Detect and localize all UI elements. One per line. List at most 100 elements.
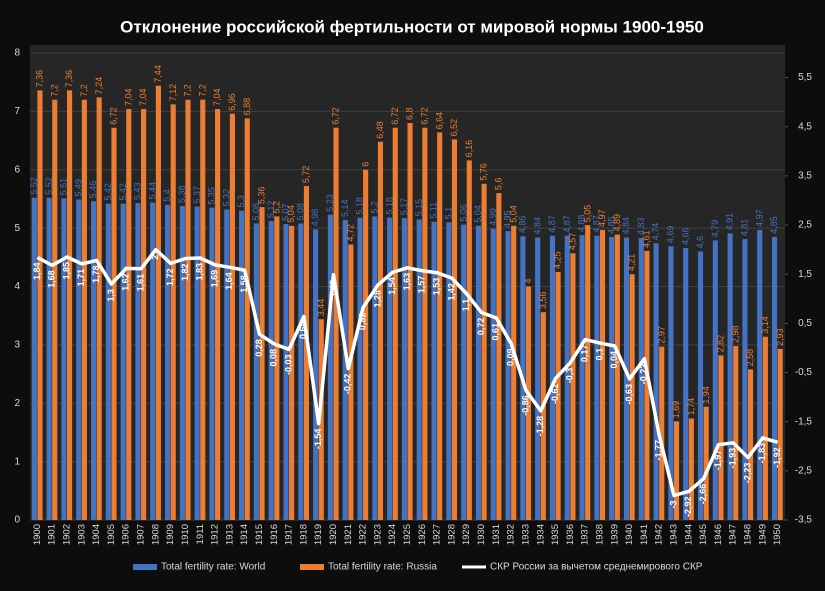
data-label: 5,32 bbox=[221, 189, 231, 207]
data-label: 0,08 bbox=[269, 349, 279, 367]
x-tick-label: 1900 bbox=[32, 524, 43, 545]
data-label: 4,21 bbox=[627, 254, 637, 272]
data-label: 6,72 bbox=[109, 107, 119, 125]
x-tick-label: 1932 bbox=[506, 524, 517, 545]
data-label: 5,04 bbox=[508, 205, 518, 223]
bar bbox=[727, 233, 733, 520]
x-tick-label: 1948 bbox=[743, 524, 754, 545]
y2-tick-label: 1,5 bbox=[798, 269, 812, 280]
bar bbox=[623, 237, 630, 520]
data-label: 4,99 bbox=[488, 208, 498, 226]
bar bbox=[179, 205, 185, 520]
data-label: 4,87 bbox=[547, 215, 557, 233]
bar bbox=[333, 127, 339, 520]
data-label: 4,84 bbox=[621, 217, 631, 235]
bar bbox=[697, 251, 704, 520]
bar bbox=[446, 222, 452, 520]
data-label: 1,83 bbox=[195, 263, 205, 281]
y2-tick-label: 0,5 bbox=[798, 318, 812, 329]
bar bbox=[342, 219, 348, 520]
data-label: 5,12 bbox=[266, 201, 276, 219]
bar bbox=[377, 141, 384, 521]
x-tick-label: 1911 bbox=[195, 524, 206, 544]
data-label: 4,91 bbox=[725, 213, 735, 231]
data-label: 7,04 bbox=[212, 89, 222, 107]
bar bbox=[37, 90, 43, 521]
data-label: -0,63 bbox=[624, 384, 634, 405]
data-label: 2,98 bbox=[730, 326, 740, 344]
data-label: 2,97 bbox=[656, 326, 666, 344]
data-label: 0,17 bbox=[580, 345, 590, 363]
data-label: 0,61 bbox=[491, 323, 501, 341]
data-label: 7,2 bbox=[197, 84, 207, 97]
bar bbox=[703, 406, 709, 520]
bar bbox=[673, 421, 680, 520]
bar bbox=[274, 216, 280, 520]
x-tick-label: 1919 bbox=[313, 524, 324, 545]
bar bbox=[268, 221, 274, 520]
data-label: -1,93 bbox=[728, 448, 738, 469]
bar bbox=[239, 210, 245, 521]
bar bbox=[392, 127, 398, 520]
data-label: 5,44 bbox=[147, 182, 157, 200]
x-tick-label: 1931 bbox=[491, 524, 502, 545]
data-label: 7,12 bbox=[168, 84, 178, 102]
bar bbox=[120, 203, 126, 521]
x-tick-label: 1923 bbox=[372, 524, 383, 545]
data-label: 5,46 bbox=[88, 181, 98, 199]
x-tick-label: 1941 bbox=[639, 524, 650, 545]
y2-tick-label: -3,5 bbox=[795, 515, 813, 526]
data-label: 5,3 bbox=[236, 195, 246, 208]
data-label: 4 bbox=[523, 278, 533, 283]
bar bbox=[90, 201, 97, 520]
bar bbox=[771, 236, 778, 520]
data-label: 4,97 bbox=[754, 209, 764, 227]
y-tick-label: 6 bbox=[14, 164, 20, 175]
bar bbox=[659, 346, 665, 520]
x-tick-label: 1908 bbox=[150, 524, 161, 545]
bar bbox=[105, 203, 111, 521]
data-label: 5,43 bbox=[133, 182, 143, 200]
data-label: 7,04 bbox=[138, 89, 148, 107]
x-tick-label: 1914 bbox=[239, 524, 250, 545]
data-label: 5,07 bbox=[281, 204, 291, 222]
bar bbox=[437, 132, 443, 520]
bar bbox=[579, 235, 585, 520]
bar bbox=[777, 348, 783, 520]
x-tick-label: 1902 bbox=[62, 524, 73, 545]
data-label: -0,42 bbox=[343, 374, 353, 395]
bar bbox=[52, 99, 58, 520]
data-label: 5,51 bbox=[59, 178, 69, 196]
data-label: 1,71 bbox=[76, 269, 86, 287]
data-label: 4,72 bbox=[345, 224, 355, 242]
x-tick-label: 1947 bbox=[728, 524, 739, 545]
data-label: 6,48 bbox=[375, 121, 385, 139]
x-tick-label: 1935 bbox=[550, 524, 561, 545]
data-label: 4,85 bbox=[769, 216, 779, 234]
data-label: 1,49 bbox=[328, 280, 338, 298]
data-label: -0,03 bbox=[283, 354, 293, 375]
data-label: 1,68 bbox=[47, 270, 57, 288]
data-label: 5,37 bbox=[192, 186, 202, 204]
y-tick-label: 3 bbox=[14, 340, 20, 351]
x-tick-label: 1924 bbox=[387, 524, 398, 545]
bar bbox=[170, 104, 176, 521]
bar bbox=[111, 127, 117, 520]
data-label: 5,04 bbox=[473, 205, 483, 223]
y2-tick-label: -0,5 bbox=[795, 367, 813, 378]
y-tick-label: 2 bbox=[14, 398, 20, 409]
data-label: -0,22 bbox=[639, 364, 649, 385]
data-label: -2,66 bbox=[698, 484, 708, 505]
bar bbox=[363, 169, 369, 520]
line bbox=[36, 247, 779, 498]
data-label: 0,1 bbox=[594, 348, 604, 361]
bar bbox=[614, 234, 620, 520]
x-tick-label: 1906 bbox=[121, 524, 132, 545]
x-tick-label: 1922 bbox=[358, 524, 369, 545]
data-label: 2 bbox=[150, 255, 160, 260]
data-label: 6 bbox=[360, 162, 370, 167]
x-tick-label: 1913 bbox=[224, 524, 235, 545]
x-tick-label: 1904 bbox=[91, 524, 102, 545]
data-label: -2,92 bbox=[683, 496, 693, 517]
data-label: 7,2 bbox=[183, 84, 193, 97]
